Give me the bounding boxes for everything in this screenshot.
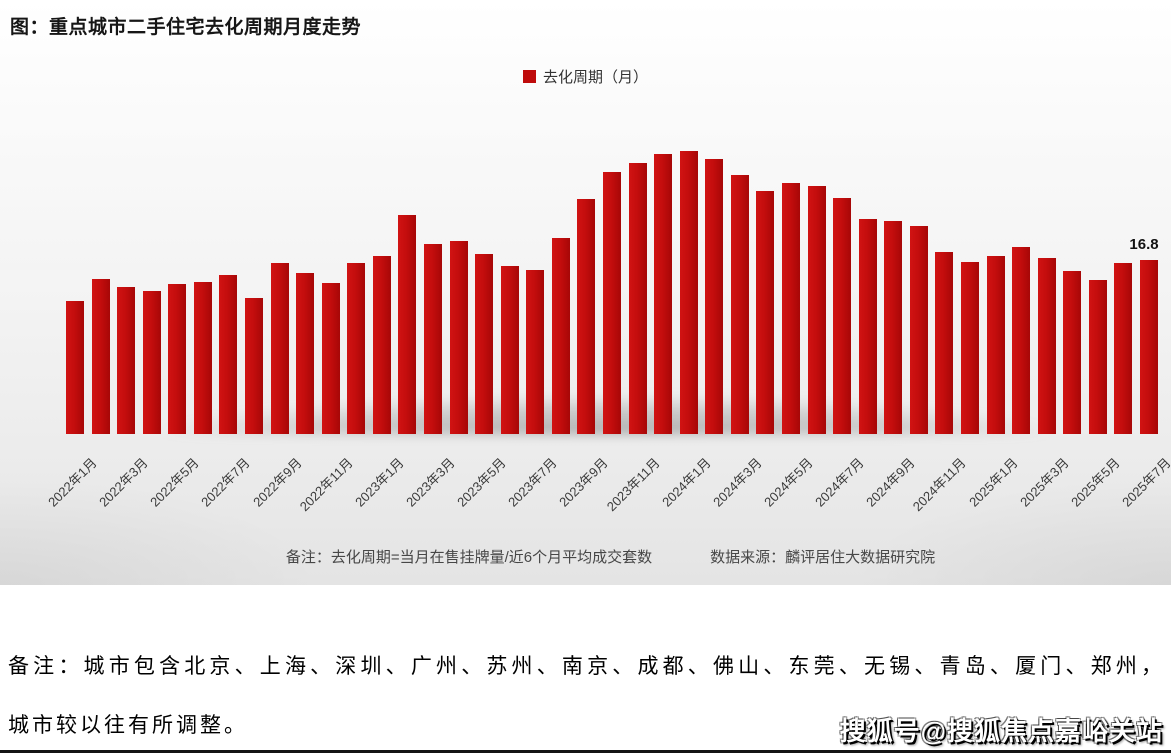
bar: [475, 254, 494, 434]
bar: [756, 191, 775, 434]
bar: [1037, 258, 1056, 434]
bar: [782, 183, 800, 434]
bar: [66, 301, 84, 434]
bar: [1063, 271, 1082, 434]
bar: [1114, 263, 1133, 434]
bar: [500, 266, 519, 434]
bottom-note: 备注：城市包含北京、上海、深圳、广州、苏州、南京、成都、佛山、东莞、无锡、青岛、…: [8, 650, 1165, 739]
bar: [117, 287, 136, 434]
bar: [858, 219, 877, 434]
destocking-cycle-chart: 图：重点城市二手住宅去化周期月度走势 去化周期（月） 16.8 2022年1月 20…: [0, 0, 1171, 585]
bar: [1012, 247, 1031, 434]
bar: [909, 226, 928, 434]
bar: [424, 244, 442, 434]
legend: 去化周期（月）: [0, 66, 1171, 87]
legend-swatch-icon: [522, 70, 536, 83]
legend-label: 去化周期（月）: [542, 69, 648, 86]
bar: [603, 172, 621, 434]
bar: [321, 283, 340, 434]
bar: [986, 256, 1005, 434]
bar: [168, 284, 187, 434]
watermark: 搜狐号@搜狐焦点嘉峪关站: [839, 716, 1163, 746]
bar: [296, 273, 315, 434]
bar: [142, 291, 161, 434]
bar: [347, 263, 366, 434]
bar: [730, 175, 749, 434]
bar: [654, 154, 673, 434]
footnote-source: 数据来源：麟评居住大数据研究院: [710, 549, 936, 566]
bottom-note-line1: 备注：城市包含北京、上海、深圳、广州、苏州、南京、成都、佛山、东莞、无锡、青岛、…: [8, 654, 1165, 678]
bar: [270, 263, 289, 434]
bar: [193, 282, 212, 434]
bar: [679, 151, 698, 434]
bar: [628, 163, 647, 434]
bottom-divider: [0, 750, 1171, 753]
bar: [372, 256, 391, 434]
bar: [961, 262, 979, 434]
bar: [884, 221, 903, 434]
bar: [935, 252, 954, 434]
bar: [245, 298, 263, 434]
bar: [577, 199, 596, 434]
plot-area: 16.8 2022年1月 2022年3月 2022年5月 2022年7月 2022年9月 2…: [45, 151, 1171, 514]
bar: [1088, 280, 1107, 434]
bar: [526, 270, 545, 434]
bar: [1140, 260, 1158, 434]
last-value-label: 16.8: [1129, 236, 1159, 253]
bar: [219, 275, 238, 434]
chart-footnote: 备注：去化周期=当月在售挂牌量/近6个月平均成交套数 数据来源：麟评居住大数据研…: [0, 546, 1171, 567]
bar: [551, 238, 570, 434]
bar: [449, 241, 468, 434]
bar: [705, 159, 724, 434]
bar: [807, 186, 826, 434]
footnote-formula: 备注：去化周期=当月在售挂牌量/近6个月平均成交套数: [285, 549, 653, 566]
chart-title: 图：重点城市二手住宅去化周期月度走势: [10, 17, 362, 38]
bar: [833, 198, 852, 434]
bar: [91, 279, 110, 434]
bar: [398, 215, 417, 434]
bottom-note-line2: 城市较以往有所调整。: [8, 713, 248, 737]
